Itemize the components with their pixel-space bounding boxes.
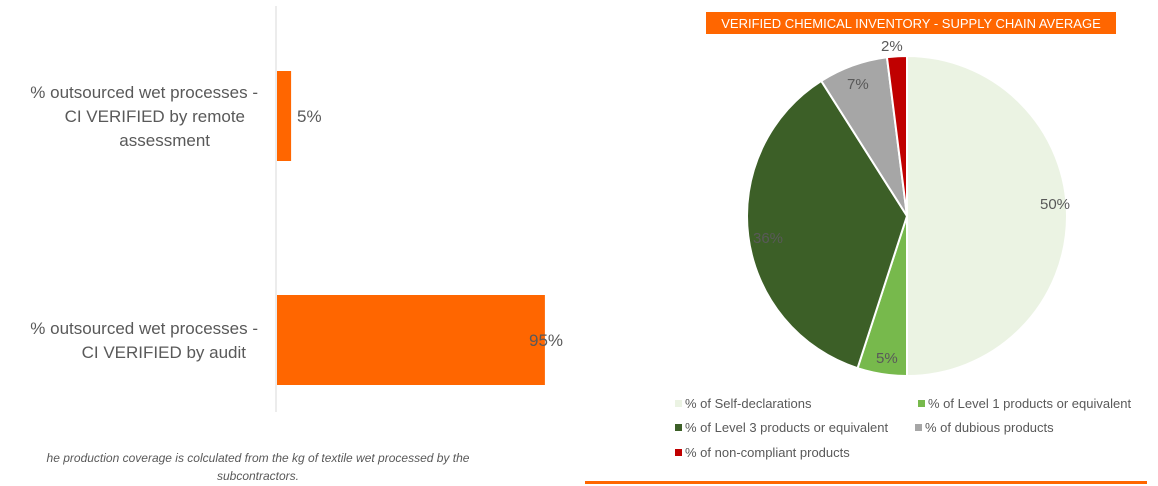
pie-slice-level-3 <box>746 79 909 370</box>
slice-label-dubious: 7% <box>847 76 869 93</box>
pie-legend: % of Self-declarations % of Level 1 prod… <box>675 396 1131 460</box>
bottom-accent-rule <box>585 481 1147 484</box>
slice-label-non-compliant: 2% <box>881 38 903 55</box>
footnote-line-2: subcontractors. <box>217 469 299 483</box>
legend-swatch-self-declarations <box>675 400 682 407</box>
legend-label-level-3: % of Level 3 products or equivalent <box>685 420 888 435</box>
category-label-audit-line-2: CI VERIFIED by audit <box>82 343 247 362</box>
footnote-line-1: he production coverage is colculated fro… <box>47 451 470 465</box>
legend-label-non-compliant: % of non-compliant products <box>685 445 850 460</box>
category-label-remote-line-2: CI VERIFIED by remote <box>65 107 245 126</box>
legend-label-dubious: % of dubious products <box>925 420 1054 435</box>
pie-slice-self-declarations <box>906 54 1068 378</box>
pie-slices <box>746 54 1068 378</box>
pie-title: VERIFIED CHEMICAL INVENTORY - SUPPLY CHA… <box>721 16 1101 31</box>
legend-label-level-1: % of Level 1 products or equivalent <box>928 396 1131 411</box>
bar-audit <box>277 295 545 385</box>
slice-label-level-1: 5% <box>876 350 898 367</box>
legend-swatch-non-compliant <box>675 449 682 456</box>
category-label-audit-line-1: % outsourced wet processes - <box>30 319 258 338</box>
slice-label-self-declarations: 50% <box>1040 196 1070 213</box>
value-label-audit: 95% <box>529 331 563 350</box>
legend-swatch-level-1 <box>918 400 925 407</box>
legend-label-self-declarations: % of Self-declarations <box>685 396 812 411</box>
pie-title-background <box>706 12 1116 34</box>
slice-label-level-3: 36% <box>753 230 783 247</box>
category-label-remote-line-3: assessment <box>119 131 210 150</box>
category-label-remote-line-1: % outsourced wet processes - <box>30 83 258 102</box>
bar-remote-assessment <box>277 71 292 161</box>
value-label-remote-assessment: 5% <box>297 107 322 126</box>
pie-slice-non-compliant <box>885 54 908 217</box>
legend-swatch-level-3 <box>675 424 682 431</box>
chemical-inventory-pie-chart: VERIFIED CHEMICAL INVENTORY - SUPPLY CHA… <box>585 12 1147 484</box>
legend-swatch-dubious <box>915 424 922 431</box>
outsourced-processes-bar-chart: % outsourced wet processes - CI VERIFIED… <box>30 6 563 483</box>
